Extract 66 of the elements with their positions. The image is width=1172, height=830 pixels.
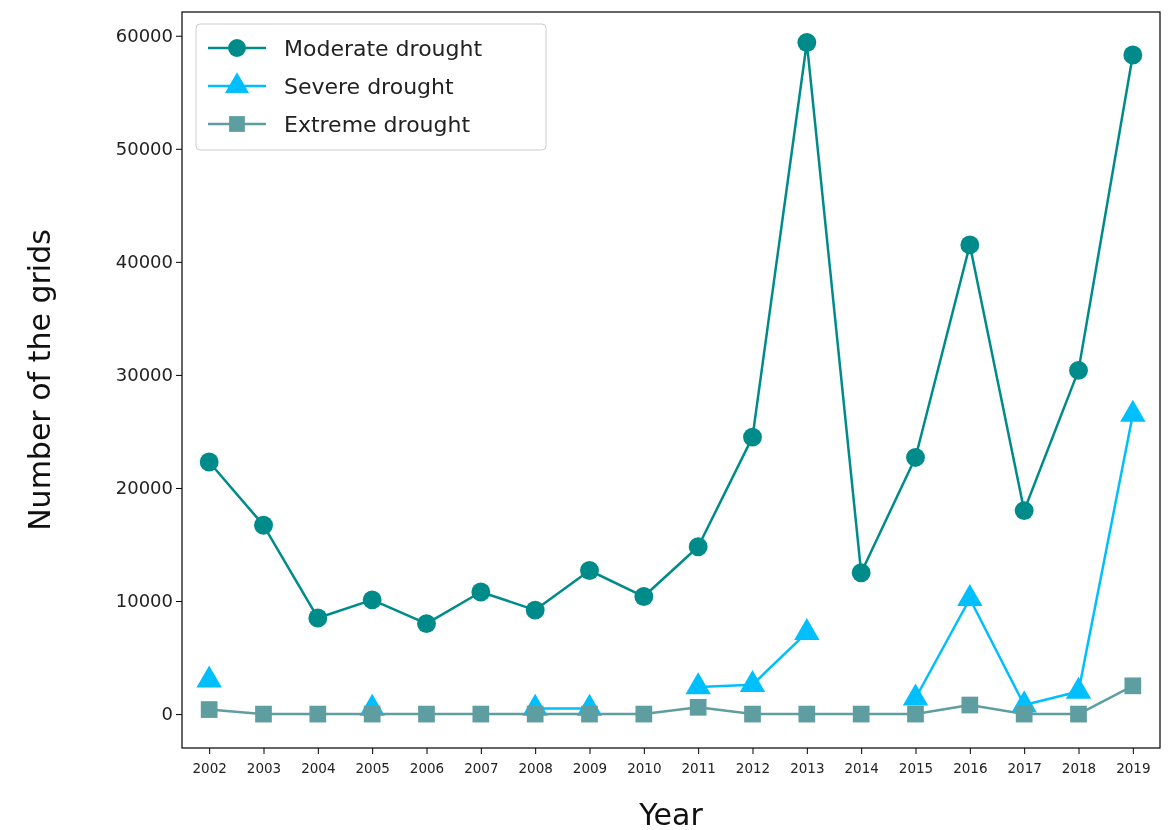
point <box>254 515 273 535</box>
legend-label: Severe drought <box>284 73 454 99</box>
x-tick-label: 2005 <box>355 760 390 777</box>
y-axis-title: Number of the grids <box>22 229 57 531</box>
point <box>851 563 871 583</box>
x-tick-label: 2014 <box>844 760 879 777</box>
point <box>744 705 761 723</box>
x-tick-label: 2012 <box>735 760 771 777</box>
point <box>309 705 327 723</box>
y-tick-label: 50000 <box>115 138 173 160</box>
point <box>581 705 598 723</box>
point <box>363 705 381 723</box>
point <box>471 582 491 602</box>
legend-label: Moderate drought <box>284 35 483 61</box>
point <box>1015 705 1033 723</box>
point <box>200 701 218 718</box>
x-tick-label: 2009 <box>572 760 608 777</box>
x-tick-label: 2018 <box>1061 760 1097 777</box>
point <box>688 537 708 557</box>
point <box>852 705 870 723</box>
point <box>580 561 599 580</box>
point <box>634 587 654 606</box>
x-axis-title: Year <box>638 797 704 830</box>
y-tick-label: 0 <box>161 703 173 725</box>
point <box>798 705 816 723</box>
point <box>961 696 979 714</box>
point <box>907 705 924 723</box>
x-tick-label: 2010 <box>627 760 662 777</box>
y-tick-label: 30000 <box>115 364 173 386</box>
point <box>743 427 762 447</box>
x-tick-label: 2002 <box>192 760 227 777</box>
point <box>635 705 653 723</box>
point <box>689 698 707 716</box>
x-tick-label: 2015 <box>898 760 934 777</box>
x-tick-label: 2003 <box>246 760 282 777</box>
point <box>1014 501 1034 520</box>
x-tick-label: 2004 <box>301 760 336 777</box>
point <box>308 608 328 628</box>
point <box>1070 705 1087 723</box>
point <box>199 452 219 472</box>
point <box>906 448 925 467</box>
point <box>1123 45 1143 65</box>
point <box>417 614 436 634</box>
point <box>1124 677 1142 695</box>
point <box>525 600 545 620</box>
x-tick-label: 2011 <box>681 760 716 777</box>
y-tick-label: 40000 <box>115 251 173 273</box>
y-tick-label: 10000 <box>115 590 173 612</box>
point <box>255 705 272 723</box>
x-tick-label: 2017 <box>1007 760 1042 777</box>
point <box>526 705 544 723</box>
point <box>362 590 382 610</box>
point <box>960 235 980 255</box>
y-tick-label: 20000 <box>115 477 173 499</box>
x-tick-label: 2016 <box>953 760 988 777</box>
point <box>1069 360 1088 380</box>
point <box>472 705 490 723</box>
x-tick-label: 2006 <box>409 760 445 777</box>
x-tick-label: 2008 <box>518 760 553 777</box>
x-tick-label: 2007 <box>464 760 499 777</box>
y-tick-label: 60000 <box>115 25 173 46</box>
legend-label: Extreme drought <box>284 111 471 137</box>
x-tick-label: 2013 <box>790 760 825 777</box>
x-tick-label: 2019 <box>1116 760 1151 777</box>
point <box>418 705 435 723</box>
point <box>797 33 817 52</box>
